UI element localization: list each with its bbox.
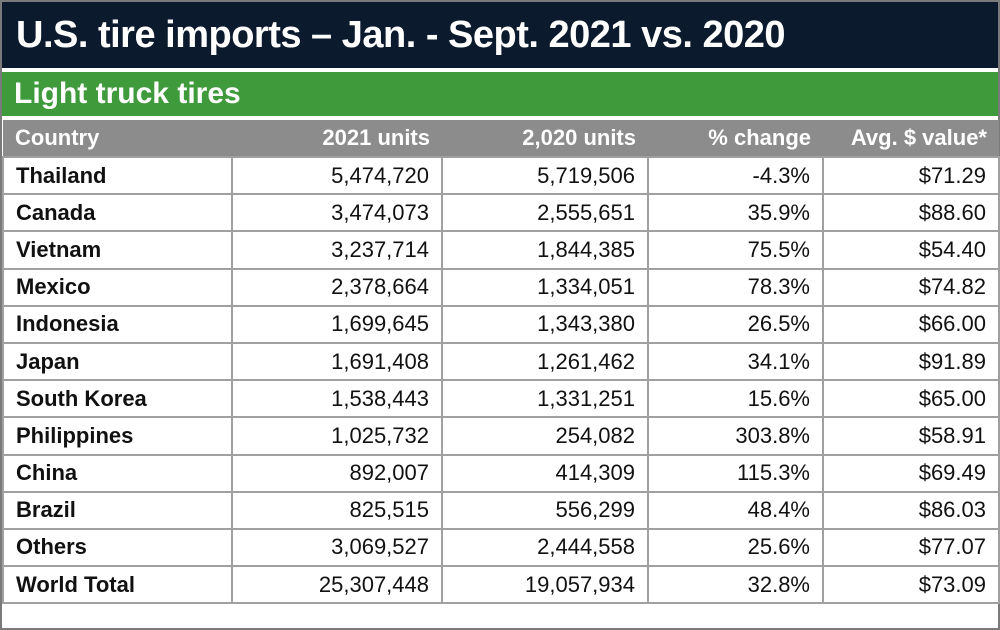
value-cell: 1,331,251 bbox=[441, 379, 649, 419]
table-row: Canada 3,474,073 2,555,651 35.9% $88.60 bbox=[2, 193, 1000, 233]
value-cell: 1,691,408 bbox=[231, 341, 443, 382]
table-row: South Korea 1,538,443 1,331,251 15.6% $65.00 bbox=[2, 379, 1000, 419]
value-cell: 1,844,385 bbox=[441, 230, 649, 270]
value-cell: $74.82 bbox=[822, 267, 1000, 307]
value-cell: 34.1% bbox=[647, 341, 824, 382]
country-cell: World Total bbox=[2, 565, 233, 605]
value-cell: -4.3% bbox=[647, 155, 824, 196]
value-cell: 825,515 bbox=[231, 490, 443, 530]
value-cell: 414,309 bbox=[441, 453, 649, 493]
value-cell: 48.4% bbox=[647, 490, 824, 530]
value-cell: 1,699,645 bbox=[231, 304, 443, 344]
value-cell: 556,299 bbox=[441, 490, 649, 530]
subtitle: Light truck tires bbox=[2, 72, 998, 116]
table-row: Indonesia 1,699,645 1,343,380 26.5% $66.00 bbox=[2, 304, 1000, 344]
country-cell: Indonesia bbox=[2, 304, 233, 344]
value-cell: 5,474,720 bbox=[231, 155, 443, 196]
value-cell: $58.91 bbox=[822, 416, 1000, 456]
value-cell: $77.07 bbox=[822, 527, 1000, 568]
value-cell: 32.8% bbox=[647, 565, 824, 605]
column-header: % change bbox=[648, 120, 823, 157]
value-cell: 115.3% bbox=[647, 453, 824, 493]
country-cell: Mexico bbox=[2, 267, 233, 307]
column-header: 2,020 units bbox=[442, 120, 648, 157]
value-cell: 303.8% bbox=[647, 416, 824, 456]
title: U.S. tire imports – Jan. - Sept. 2021 vs… bbox=[2, 2, 998, 68]
value-cell: 19,057,934 bbox=[441, 565, 649, 605]
value-cell: 3,069,527 bbox=[231, 527, 443, 568]
value-cell: 254,082 bbox=[441, 416, 649, 456]
country-cell: China bbox=[2, 453, 233, 493]
value-cell: 15.6% bbox=[647, 379, 824, 419]
table-row: Vietnam 3,237,714 1,844,385 75.5% $54.40 bbox=[2, 230, 1000, 270]
table-row: Japan 1,691,408 1,261,462 34.1% $91.89 bbox=[2, 341, 1000, 382]
value-cell: 78.3% bbox=[647, 267, 824, 307]
value-cell: 26.5% bbox=[647, 304, 824, 344]
table-row: Mexico 2,378,664 1,334,051 78.3% $74.82 bbox=[2, 267, 1000, 307]
value-cell: $66.00 bbox=[822, 304, 1000, 344]
table-row: China 892,007 414,309 115.3% $69.49 bbox=[2, 453, 1000, 493]
column-header: 2021 units bbox=[232, 120, 442, 157]
table-row: Brazil 825,515 556,299 48.4% $86.03 bbox=[2, 490, 1000, 530]
table-row: World Total 25,307,448 19,057,934 32.8% $73.… bbox=[2, 565, 1000, 605]
value-cell: $54.40 bbox=[822, 230, 1000, 270]
value-cell: 892,007 bbox=[231, 453, 443, 493]
data-table: Country 2021 units 2,020 units% change Avg.… bbox=[2, 120, 1000, 605]
value-cell: 3,474,073 bbox=[231, 193, 443, 233]
value-cell: $71.29 bbox=[822, 155, 1000, 196]
value-cell: 2,555,651 bbox=[441, 193, 649, 233]
column-header: Avg. $ value* bbox=[823, 120, 999, 157]
value-cell: 25.6% bbox=[647, 527, 824, 568]
value-cell: $69.49 bbox=[822, 453, 1000, 493]
value-cell: 2,378,664 bbox=[231, 267, 443, 307]
country-cell: Thailand bbox=[2, 155, 233, 196]
value-cell: 35.9% bbox=[647, 193, 824, 233]
country-cell: Japan bbox=[2, 341, 233, 382]
value-cell: $88.60 bbox=[822, 193, 1000, 233]
value-cell: 75.5% bbox=[647, 230, 824, 270]
country-cell: Others bbox=[2, 527, 233, 568]
country-cell: Brazil bbox=[2, 490, 233, 530]
table-body: Thailand 5,474,720 5,719,506 -4.3% $71.29 Can… bbox=[2, 155, 1000, 605]
value-cell: $86.03 bbox=[822, 490, 1000, 530]
value-cell: 1,334,051 bbox=[441, 267, 649, 307]
value-cell: 1,538,443 bbox=[231, 379, 443, 419]
column-header: Country bbox=[3, 120, 232, 157]
value-cell: 1,025,732 bbox=[231, 416, 443, 456]
country-cell: South Korea bbox=[2, 379, 233, 419]
value-cell: $65.00 bbox=[822, 379, 1000, 419]
value-cell: $73.09 bbox=[822, 565, 1000, 605]
table-row: Others 3,069,527 2,444,558 25.6% $77.07 bbox=[2, 527, 1000, 568]
value-cell: $91.89 bbox=[822, 341, 1000, 382]
value-cell: 1,343,380 bbox=[441, 304, 649, 344]
country-cell: Canada bbox=[2, 193, 233, 233]
value-cell: 2,444,558 bbox=[441, 527, 649, 568]
table-row: Philippines 1,025,732 254,082 303.8% $58.91 bbox=[2, 416, 1000, 456]
country-cell: Philippines bbox=[2, 416, 233, 456]
value-cell: 1,261,462 bbox=[441, 341, 649, 382]
value-cell: 3,237,714 bbox=[231, 230, 443, 270]
value-cell: 5,719,506 bbox=[441, 155, 649, 196]
table-row: Thailand 5,474,720 5,719,506 -4.3% $71.29 bbox=[2, 155, 1000, 196]
header-row: Country 2021 units 2,020 units% change Avg.… bbox=[3, 120, 999, 157]
country-cell: Vietnam bbox=[2, 230, 233, 270]
value-cell: 25,307,448 bbox=[231, 565, 443, 605]
